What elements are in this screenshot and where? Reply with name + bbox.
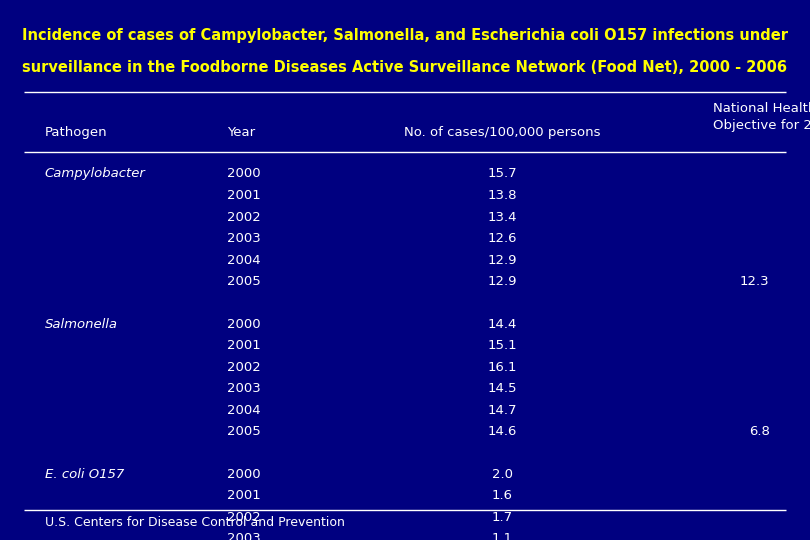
Text: 2003: 2003 — [227, 532, 261, 540]
Text: Campylobacter: Campylobacter — [45, 167, 146, 180]
Text: 2002: 2002 — [227, 361, 261, 374]
Text: 12.9: 12.9 — [488, 254, 517, 267]
Text: 1.1: 1.1 — [492, 532, 513, 540]
Text: Pathogen: Pathogen — [45, 126, 107, 139]
Text: 12.9: 12.9 — [488, 275, 517, 288]
Text: 2005: 2005 — [227, 275, 261, 288]
Text: National Health: National Health — [713, 102, 810, 114]
Text: U.S. Centers for Disease Control and Prevention: U.S. Centers for Disease Control and Pre… — [45, 516, 344, 529]
Text: 13.8: 13.8 — [488, 189, 517, 202]
Text: 2001: 2001 — [227, 489, 261, 502]
Text: 15.1: 15.1 — [488, 339, 517, 352]
Text: No. of cases/100,000 persons: No. of cases/100,000 persons — [404, 126, 600, 139]
Text: 2001: 2001 — [227, 339, 261, 352]
Text: 6.8: 6.8 — [748, 426, 770, 438]
Text: Year: Year — [227, 126, 255, 139]
Text: 15.7: 15.7 — [488, 167, 517, 180]
Text: 12.3: 12.3 — [740, 275, 769, 288]
Text: 1.7: 1.7 — [492, 511, 513, 524]
Text: 16.1: 16.1 — [488, 361, 517, 374]
Text: surveillance in the Foodborne Diseases Active Surveillance Network (Food Net), 2: surveillance in the Foodborne Diseases A… — [23, 60, 787, 75]
Text: Incidence of cases of Campylobacter, Salmonella, and Escherichia coli O157 infec: Incidence of cases of Campylobacter, Sal… — [22, 28, 788, 43]
Text: 2002: 2002 — [227, 511, 261, 524]
Text: 2002: 2002 — [227, 211, 261, 224]
Text: 2000: 2000 — [227, 468, 261, 481]
Text: Objective for 2010: Objective for 2010 — [713, 119, 810, 132]
Text: 2003: 2003 — [227, 382, 261, 395]
Text: 2.0: 2.0 — [492, 468, 513, 481]
Text: 2000: 2000 — [227, 167, 261, 180]
Text: 1.6: 1.6 — [492, 489, 513, 502]
Text: 2005: 2005 — [227, 426, 261, 438]
Text: 14.4: 14.4 — [488, 318, 517, 330]
Text: 2004: 2004 — [227, 254, 261, 267]
Text: 2004: 2004 — [227, 404, 261, 417]
Text: Salmonella: Salmonella — [45, 318, 117, 330]
Text: E. coli O157: E. coli O157 — [45, 468, 124, 481]
Text: 2001: 2001 — [227, 189, 261, 202]
Text: 14.7: 14.7 — [488, 404, 517, 417]
Text: 13.4: 13.4 — [488, 211, 517, 224]
Text: 12.6: 12.6 — [488, 232, 517, 245]
Text: 14.5: 14.5 — [488, 382, 517, 395]
Text: 2000: 2000 — [227, 318, 261, 330]
Text: 2003: 2003 — [227, 232, 261, 245]
Text: 14.6: 14.6 — [488, 426, 517, 438]
